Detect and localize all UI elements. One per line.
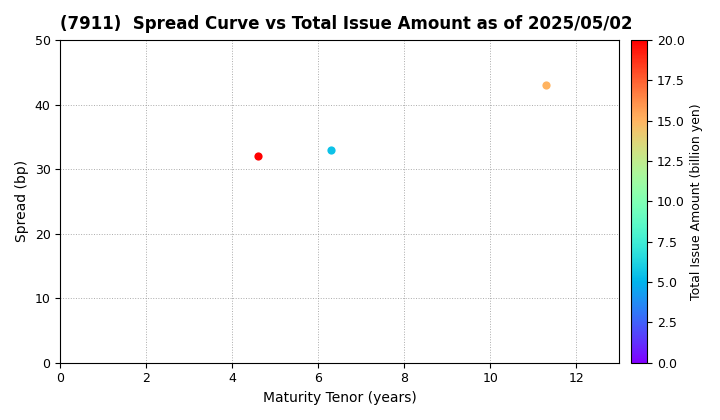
Y-axis label: Total Issue Amount (billion yen): Total Issue Amount (billion yen) [690, 103, 703, 300]
Text: (7911)  Spread Curve vs Total Issue Amount as of 2025/05/02: (7911) Spread Curve vs Total Issue Amoun… [60, 15, 633, 33]
Point [252, 153, 264, 160]
Point [541, 82, 552, 89]
X-axis label: Maturity Tenor (years): Maturity Tenor (years) [263, 391, 417, 405]
Y-axis label: Spread (bp): Spread (bp) [15, 160, 29, 242]
Point [325, 147, 337, 153]
